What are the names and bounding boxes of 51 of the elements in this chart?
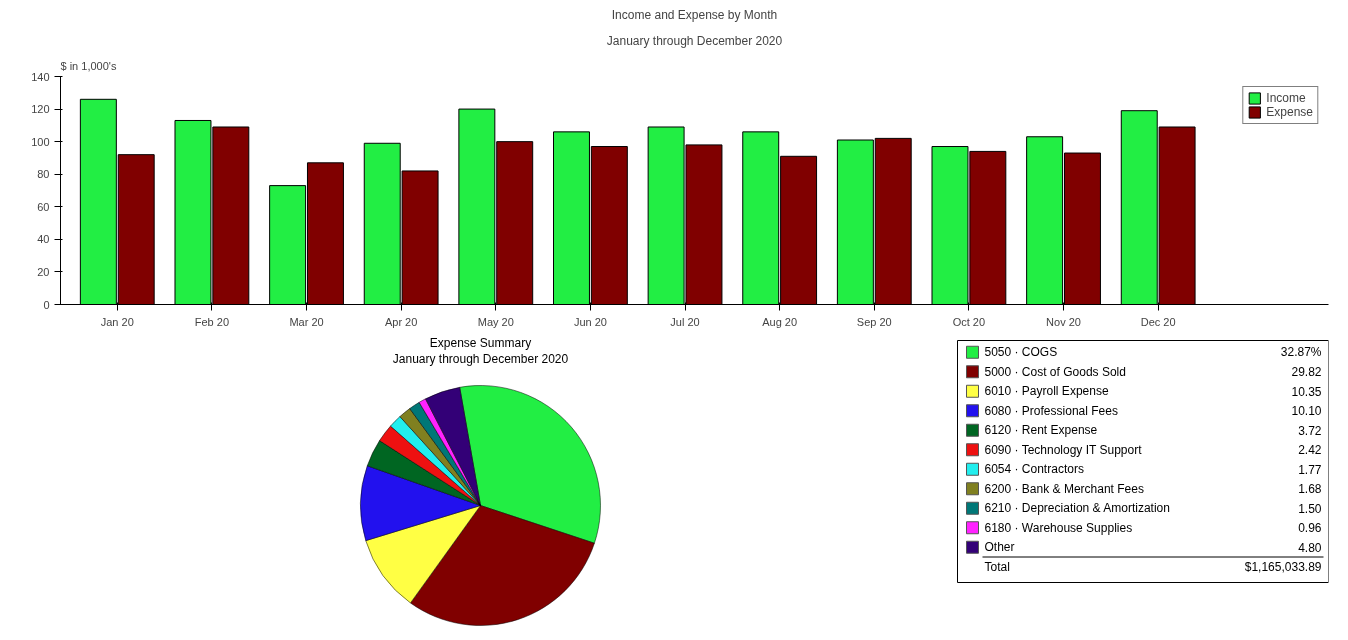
data-label: 1.50 bbox=[1298, 501, 1322, 516]
legend-label: 6010 · Payroll Expense bbox=[984, 384, 1109, 399]
data-label: 1.68 bbox=[1298, 482, 1322, 497]
legend-label: Expense bbox=[1266, 105, 1313, 119]
x-tick-label: Apr 20 bbox=[384, 315, 418, 328]
text: Total bbox=[984, 559, 1010, 574]
x-tick-label: Nov 20 bbox=[1046, 315, 1081, 328]
y-tick-label: 100 bbox=[31, 135, 50, 148]
data-label: 10.35 bbox=[1291, 384, 1322, 399]
data-label: 1.77 bbox=[1298, 462, 1322, 477]
x-tick-label: Oct 20 bbox=[952, 315, 986, 328]
x-tick-label: Mar 20 bbox=[289, 315, 324, 328]
chart-title: Income and Expense by Month bbox=[611, 7, 778, 22]
data-label: 2.42 bbox=[1298, 443, 1322, 458]
legend-label: 6080 · Professional Fees bbox=[984, 403, 1118, 418]
chart-title: Expense Summary bbox=[429, 335, 532, 350]
x-tick-label: Jun 20 bbox=[573, 315, 607, 328]
text: $1,165,033.89 bbox=[1244, 559, 1322, 574]
x-tick-label: Sep 20 bbox=[856, 315, 892, 328]
legend-label: 6120 · Rent Expense bbox=[984, 423, 1098, 438]
y-tick-label: 60 bbox=[37, 200, 50, 213]
data-label: 29.82 bbox=[1291, 365, 1322, 380]
data-label: 4.80 bbox=[1298, 540, 1322, 555]
y-tick-label: 40 bbox=[37, 233, 50, 246]
y-tick-label: 120 bbox=[31, 103, 50, 116]
legend-label: 6210 · Depreciation & Amortization bbox=[984, 501, 1170, 516]
y-tick-label: 0 bbox=[43, 298, 50, 311]
legend-label: Other bbox=[984, 540, 1015, 555]
y-tick-label: 80 bbox=[37, 168, 50, 181]
x-tick-label: Dec 20 bbox=[1140, 315, 1176, 328]
legend-label: 5050 · COGS bbox=[984, 345, 1058, 360]
text: January through December 2020 bbox=[392, 351, 569, 366]
x-tick-label: Aug 20 bbox=[762, 315, 798, 328]
x-tick-label: Feb 20 bbox=[194, 315, 230, 328]
y-tick-label: 20 bbox=[37, 265, 50, 278]
y-axis-title: $ in 1,000's bbox=[60, 59, 117, 72]
legend-label: 6054 · Contractors bbox=[984, 462, 1084, 477]
data-label: 32.87% bbox=[1280, 345, 1322, 360]
legend-label: 5000 · Cost of Goods Sold bbox=[984, 364, 1126, 379]
chart-subtitle: January through December 2020 bbox=[606, 33, 783, 48]
x-tick-label: Jan 20 bbox=[100, 315, 134, 328]
y-tick-label: 140 bbox=[31, 70, 50, 83]
legend-label: 6090 · Technology IT Support bbox=[984, 442, 1143, 457]
x-tick-label: Jul 20 bbox=[670, 315, 700, 328]
legend-label: 6200 · Bank & Merchant Fees bbox=[984, 481, 1144, 496]
legend-label: 6180 · Warehouse Supplies bbox=[984, 520, 1133, 535]
data-label: 3.72 bbox=[1298, 423, 1322, 438]
x-tick-label: May 20 bbox=[477, 315, 514, 328]
data-label: 10.10 bbox=[1291, 404, 1322, 419]
legend-label: Income bbox=[1266, 91, 1306, 105]
data-label: 0.96 bbox=[1298, 521, 1322, 536]
